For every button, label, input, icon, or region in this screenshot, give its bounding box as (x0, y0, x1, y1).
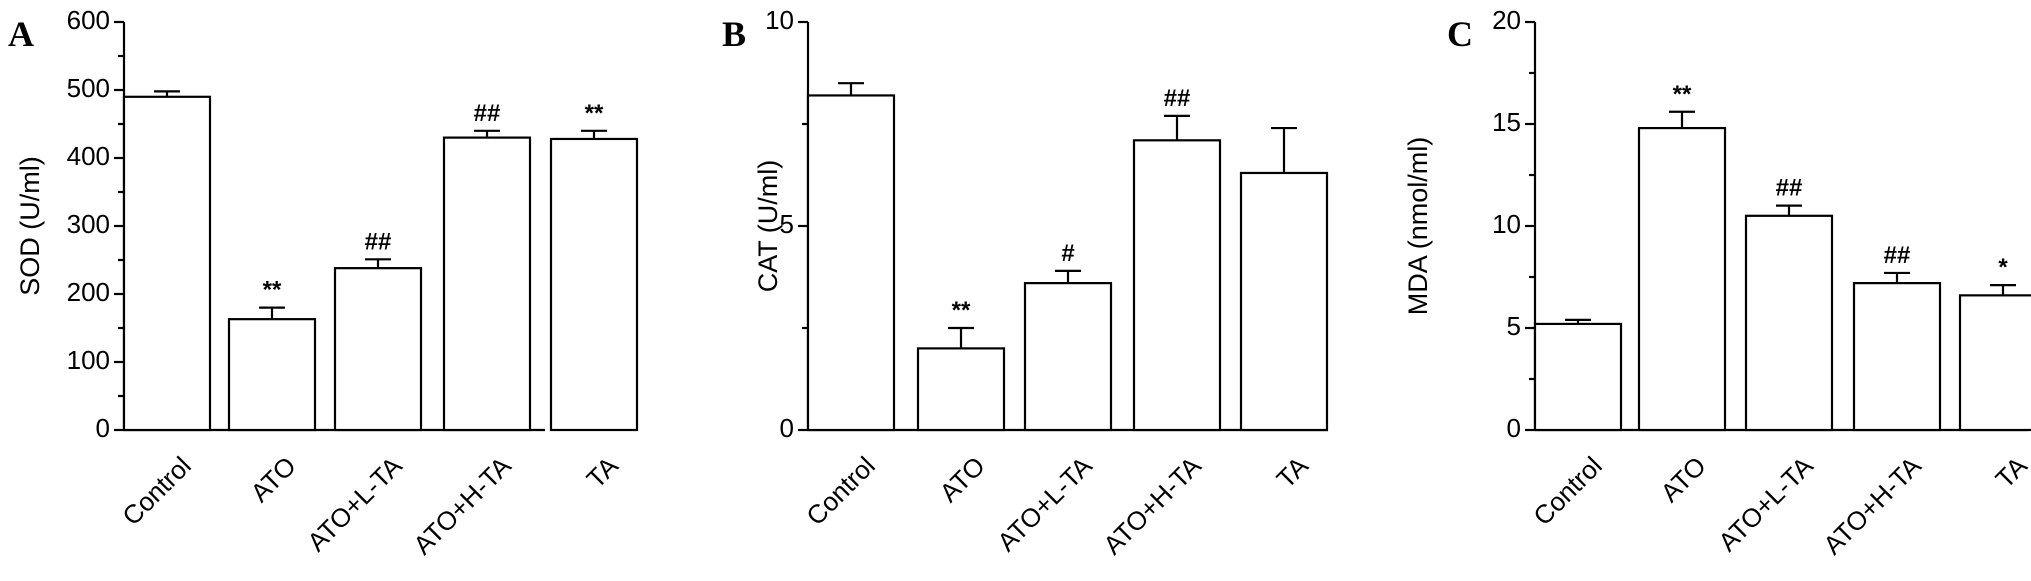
x-category-label: ATO+L-TA (1712, 450, 1819, 557)
bar-control (806, 94, 896, 432)
x-category-label: ATO+H-TA (407, 450, 517, 560)
significance-label: ** (952, 297, 971, 324)
x-category-label: Control (800, 451, 880, 531)
y-tick-label: 600 (67, 5, 110, 35)
x-category-label: TA (1989, 450, 2031, 494)
y-tick-label: 100 (67, 345, 110, 375)
bar-ato (1637, 126, 1727, 432)
y-tick-label: 20 (1492, 5, 1521, 35)
x-category-label: ATO (245, 451, 302, 508)
panel-a: A SOD (U/ml) 0 100 200 300 400 500 600 Control ** A… (8, 5, 639, 560)
x-category-label: TA (1270, 450, 1314, 494)
y-tick-label: 500 (67, 73, 110, 103)
y-tick-label: 10 (765, 5, 794, 35)
significance-label: ## (1164, 85, 1191, 112)
bar-ato-h-ta (1852, 282, 1942, 432)
significance-label: ** (585, 100, 604, 127)
bar-ato-l-ta (333, 267, 423, 432)
bar-ato-l-ta (1023, 282, 1113, 432)
y-axis-label: SOD (U/ml) (15, 156, 45, 295)
y-tick-label: 5 (1507, 311, 1521, 341)
bar-control (122, 95, 212, 432)
y-tick-label: 15 (1492, 107, 1521, 137)
significance-label: ## (1884, 242, 1911, 269)
y-tick-label: 0 (1507, 413, 1521, 443)
y-tick-label: 10 (1492, 209, 1521, 239)
x-category-label: ATO (934, 451, 991, 508)
x-category-label: ATO+H-TA (1817, 450, 1927, 560)
x-category-label: ATO (1655, 451, 1712, 508)
x-category-label: ATO+H-TA (1097, 450, 1207, 560)
significance-label: * (1998, 254, 2008, 281)
panel-b: B CAT (U/ml) 0 5 10 Control ** ATO # ATO+L-TA ## AT… (722, 5, 1329, 560)
panel-letter: B (722, 14, 746, 54)
significance-label: ** (263, 277, 282, 304)
bar-ato-h-ta (1132, 139, 1222, 432)
significance-label: ## (474, 100, 501, 127)
bar-ato (227, 318, 317, 432)
bar-ta (549, 137, 639, 432)
panel-letter: C (1447, 14, 1473, 54)
y-axis-label: CAT (U/ml) (753, 160, 783, 292)
significance-label: ** (1673, 81, 1692, 108)
x-category-label: TA (580, 450, 624, 494)
y-tick-label: 300 (67, 209, 110, 239)
x-category-label: ATO+L-TA (991, 450, 1098, 557)
x-category-label: ATO+L-TA (301, 450, 408, 557)
significance-label: # (1061, 240, 1074, 267)
bar-control (1533, 322, 1623, 432)
y-tick-label: 5 (780, 209, 794, 239)
x-category-label: Control (116, 451, 196, 531)
panel-letter: A (8, 14, 34, 54)
bar-ta (1239, 171, 1329, 432)
bar-ato (916, 347, 1006, 432)
bar-ta (1958, 294, 2031, 432)
panel-c: C MDA (nmol/ml) 0 5 10 15 20 Control ** ATO ## ATO+… (1403, 5, 2031, 560)
bar-ato-l-ta (1744, 214, 1834, 432)
y-axis-label: MDA (nmol/ml) (1403, 137, 1433, 316)
y-tick-label: 0 (96, 413, 110, 443)
significance-label: ## (365, 228, 392, 255)
bar-ato-h-ta (442, 136, 532, 432)
y-tick-label: 400 (67, 141, 110, 171)
x-category-label: Control (1527, 451, 1607, 531)
significance-label: ## (1776, 175, 1803, 202)
y-tick-label: 0 (780, 413, 794, 443)
y-tick-label: 200 (67, 277, 110, 307)
